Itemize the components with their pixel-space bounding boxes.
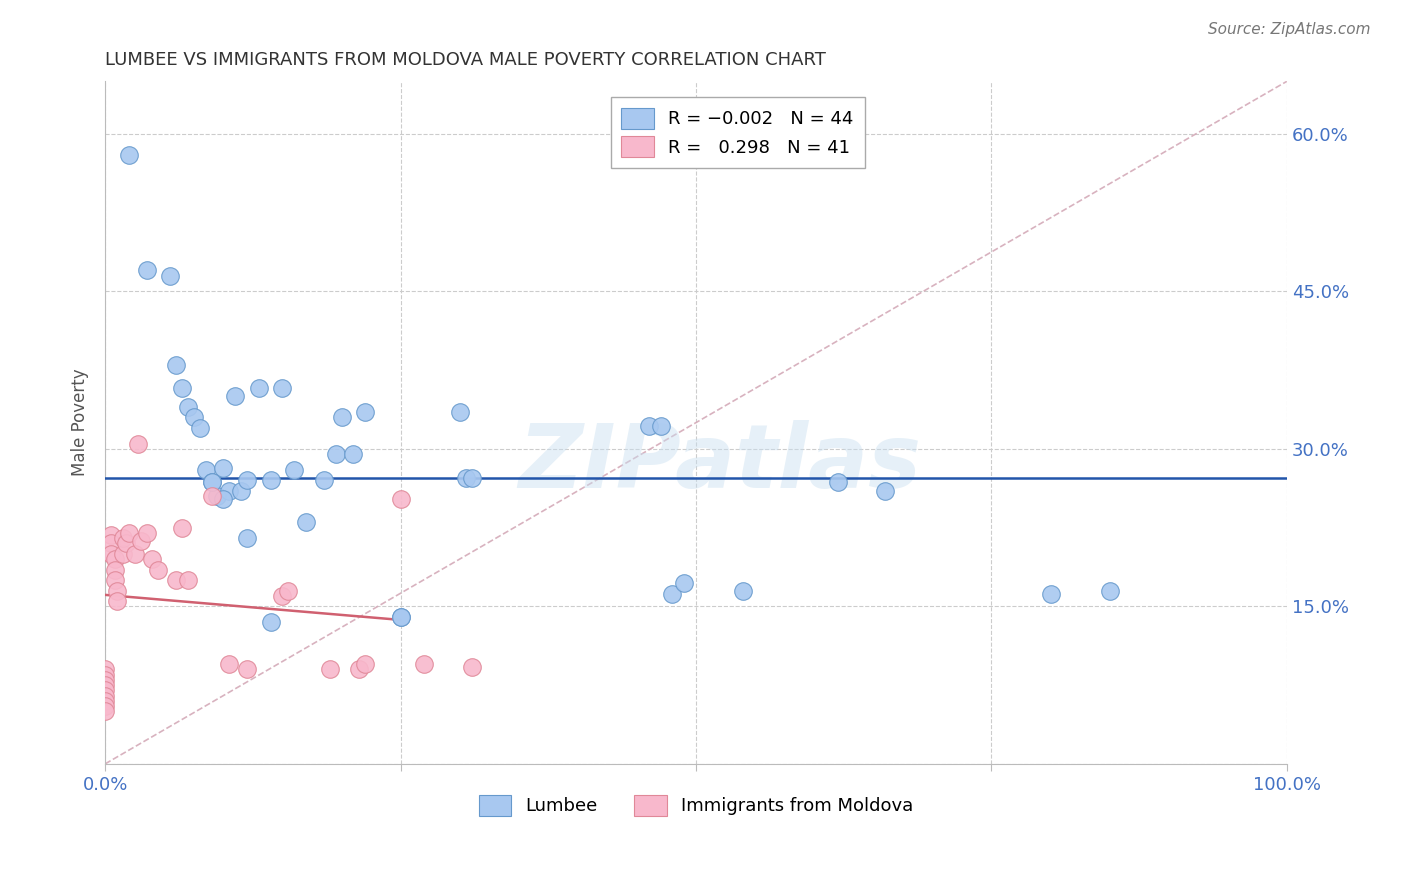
Point xyxy=(661,587,683,601)
Point xyxy=(118,148,141,162)
Point xyxy=(271,589,294,603)
Point xyxy=(115,536,138,550)
Point xyxy=(170,520,193,534)
Point xyxy=(165,358,187,372)
Point xyxy=(283,463,305,477)
Point xyxy=(454,471,477,485)
Point xyxy=(389,492,412,507)
Point xyxy=(94,699,117,714)
Point xyxy=(165,573,187,587)
Point xyxy=(218,657,240,671)
Point xyxy=(325,447,347,461)
Point xyxy=(194,463,217,477)
Point xyxy=(94,704,117,718)
Point xyxy=(104,552,127,566)
Point xyxy=(673,576,696,591)
Point xyxy=(413,657,436,671)
Point xyxy=(104,573,127,587)
Point xyxy=(118,525,141,540)
Point xyxy=(94,662,117,676)
Point xyxy=(342,447,364,461)
Point xyxy=(159,268,181,283)
Text: ZIPatlas: ZIPatlas xyxy=(519,420,921,507)
Point xyxy=(100,547,122,561)
Point xyxy=(236,531,259,545)
Point xyxy=(319,662,342,676)
Point xyxy=(277,583,299,598)
Point xyxy=(200,475,222,490)
Point xyxy=(111,531,134,545)
Point xyxy=(94,694,117,708)
Point xyxy=(224,389,246,403)
Point xyxy=(449,405,471,419)
Point xyxy=(94,673,117,687)
Point xyxy=(733,583,755,598)
Point xyxy=(94,689,117,703)
Point xyxy=(827,475,849,490)
Point xyxy=(229,483,252,498)
Point xyxy=(124,547,146,561)
Point xyxy=(354,405,377,419)
Point xyxy=(100,528,122,542)
Point xyxy=(212,492,235,507)
Point xyxy=(127,436,149,450)
Point xyxy=(312,473,335,487)
Point xyxy=(389,610,412,624)
Point xyxy=(177,573,200,587)
Point xyxy=(207,489,229,503)
Point xyxy=(637,418,659,433)
Point xyxy=(236,662,259,676)
Point xyxy=(354,657,377,671)
Point xyxy=(94,683,117,698)
Point xyxy=(236,473,259,487)
Point xyxy=(200,475,222,490)
Point xyxy=(170,381,193,395)
Point xyxy=(200,489,222,503)
Text: Source: ZipAtlas.com: Source: ZipAtlas.com xyxy=(1208,22,1371,37)
Point xyxy=(135,263,157,277)
Point xyxy=(1039,587,1062,601)
Point xyxy=(177,400,200,414)
Point xyxy=(129,534,152,549)
Point xyxy=(105,583,128,598)
Point xyxy=(111,547,134,561)
Point xyxy=(94,667,117,681)
Y-axis label: Male Poverty: Male Poverty xyxy=(72,368,89,476)
Point xyxy=(212,460,235,475)
Point xyxy=(389,610,412,624)
Legend: Lumbee, Immigrants from Moldova: Lumbee, Immigrants from Moldova xyxy=(471,788,921,823)
Point xyxy=(259,473,281,487)
Point xyxy=(650,418,672,433)
Point xyxy=(100,536,122,550)
Point xyxy=(104,563,127,577)
Point xyxy=(141,552,163,566)
Point xyxy=(188,421,211,435)
Point xyxy=(460,471,482,485)
Point xyxy=(460,660,482,674)
Point xyxy=(94,678,117,692)
Point xyxy=(105,594,128,608)
Point xyxy=(271,381,294,395)
Point xyxy=(183,410,205,425)
Point xyxy=(349,662,371,676)
Point xyxy=(875,483,897,498)
Point xyxy=(135,525,157,540)
Point xyxy=(295,516,318,530)
Point xyxy=(218,483,240,498)
Point xyxy=(148,563,170,577)
Point xyxy=(1098,583,1121,598)
Text: LUMBEE VS IMMIGRANTS FROM MOLDOVA MALE POVERTY CORRELATION CHART: LUMBEE VS IMMIGRANTS FROM MOLDOVA MALE P… xyxy=(105,51,827,69)
Point xyxy=(247,381,270,395)
Point xyxy=(330,410,353,425)
Point xyxy=(259,615,281,629)
